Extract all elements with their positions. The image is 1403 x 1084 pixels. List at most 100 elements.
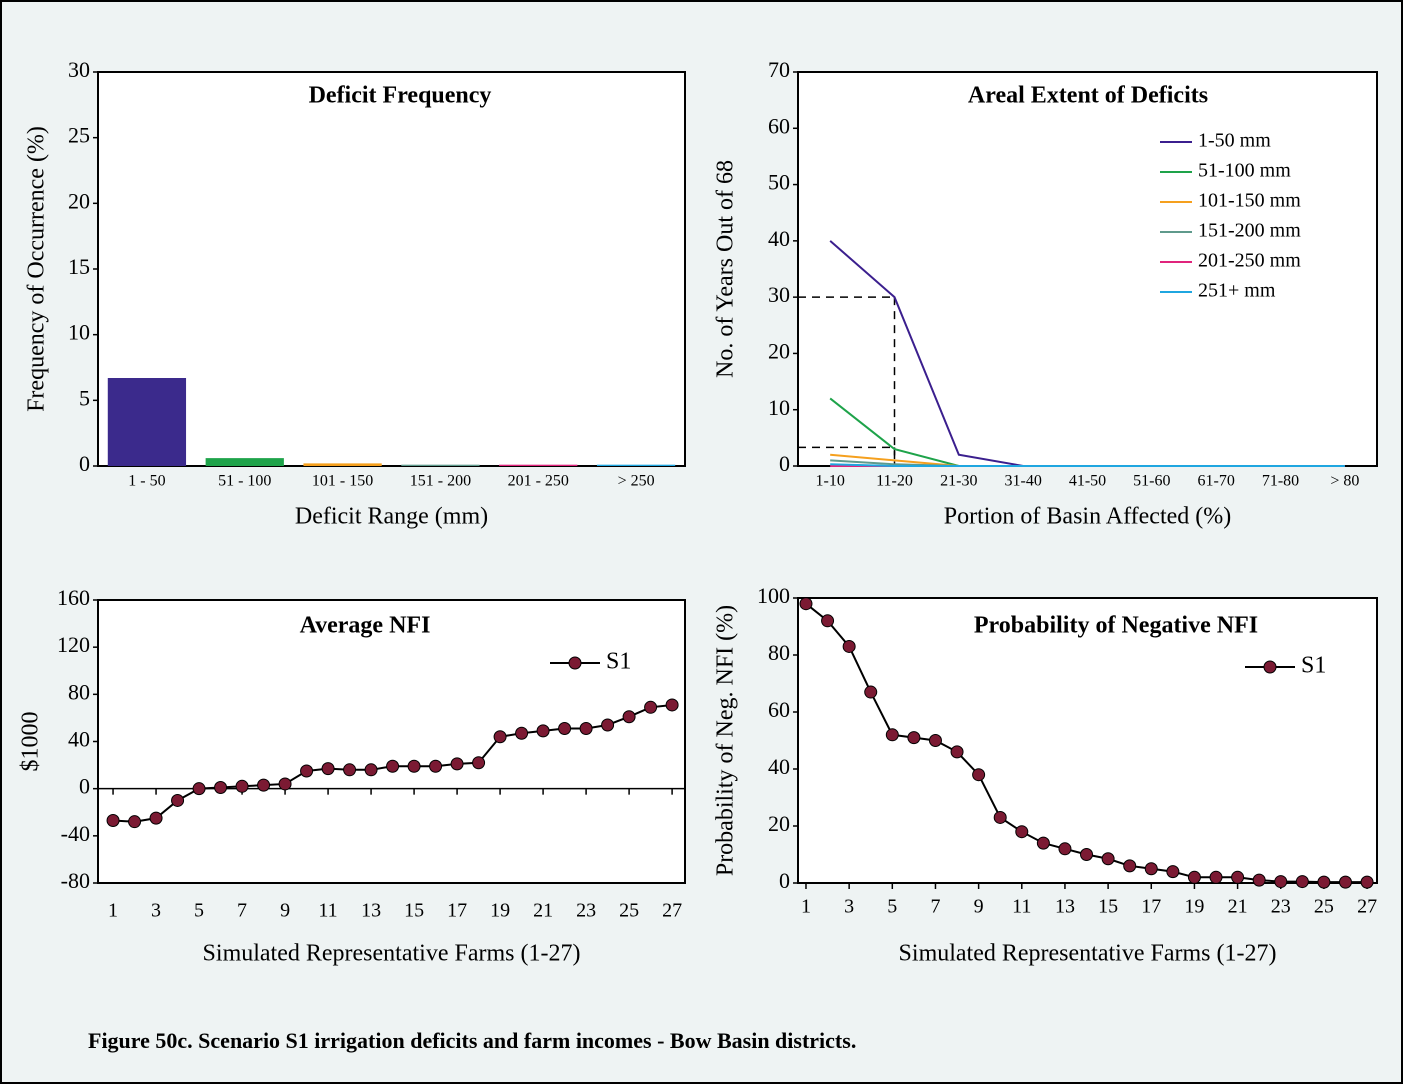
marker	[1295, 875, 1309, 889]
marker	[1274, 875, 1288, 889]
legend-label: 201-250 mm	[1198, 250, 1301, 272]
x-tick-label: > 250	[618, 473, 655, 490]
bar	[107, 378, 187, 466]
x-axis-label: Deficit Range (mm)	[295, 504, 488, 530]
y-axis-label: $1000	[18, 712, 44, 772]
y-tick-label: 5	[79, 385, 90, 410]
marker	[300, 764, 314, 778]
marker	[472, 756, 486, 770]
x-tick-label: 151 - 200	[410, 473, 471, 490]
legend-label: 151-200 mm	[1198, 220, 1301, 242]
x-tick-label: 11	[1012, 896, 1031, 918]
x-tick-label: 17	[1141, 896, 1161, 918]
x-tick-label: 23	[1271, 896, 1291, 918]
legend-label: 1-50 mm	[1198, 130, 1271, 152]
y-axis-label: Frequency of Occurrence (%)	[24, 126, 50, 412]
x-axis-label: Simulated Representative Farms (1-27)	[899, 941, 1277, 967]
x-tick-label: 5	[887, 896, 897, 918]
marker	[799, 597, 813, 611]
marker	[644, 700, 658, 714]
y-tick-label: 80	[768, 640, 790, 665]
x-tick-label: 9	[974, 896, 984, 918]
plot-area	[97, 599, 686, 884]
marker	[364, 763, 378, 777]
bar	[596, 464, 676, 466]
x-tick-label: 51-60	[1133, 473, 1170, 490]
y-tick-label: 60	[768, 697, 790, 722]
x-tick-label: 15	[1098, 896, 1118, 918]
marker	[1015, 825, 1029, 839]
x-tick-label: 21-30	[940, 473, 977, 490]
x-tick-label: 19	[1184, 896, 1204, 918]
x-tick-label: 11-20	[876, 473, 913, 490]
marker	[192, 782, 206, 796]
x-tick-label: 1-10	[816, 473, 845, 490]
y-tick-label: -80	[61, 868, 90, 893]
x-tick-label: 3	[151, 900, 161, 922]
chart-title: Average NFI	[300, 613, 431, 639]
legend-marker	[1263, 660, 1277, 674]
x-tick-label: 1	[801, 896, 811, 918]
legend-label: 51-100 mm	[1198, 160, 1291, 182]
marker	[536, 724, 550, 738]
marker	[257, 778, 271, 792]
marker	[579, 722, 593, 736]
marker	[1360, 875, 1374, 889]
y-tick-label: 80	[68, 679, 90, 704]
y-tick-label: 0	[79, 774, 90, 799]
x-tick-label: 51 - 100	[218, 473, 271, 490]
caption: Figure 50c. Scenario S1 irrigation defic…	[88, 1028, 856, 1053]
y-tick-label: 25	[68, 123, 90, 148]
y-axis-label: No. of Years Out of 68	[713, 160, 739, 378]
marker	[171, 793, 185, 807]
marker	[343, 763, 357, 777]
x-tick-label: 13	[361, 900, 381, 922]
marker	[1231, 870, 1245, 884]
x-tick-label: 1 - 50	[128, 473, 165, 490]
chart-title: Deficit Frequency	[309, 83, 492, 109]
x-tick-label: 21	[533, 900, 553, 922]
y-tick-label: 40	[68, 727, 90, 752]
legend-marker	[568, 656, 582, 670]
y-tick-label: 40	[768, 226, 790, 251]
x-tick-label: 201 - 250	[508, 473, 569, 490]
x-axis-label: Simulated Representative Farms (1-27)	[203, 941, 581, 967]
marker	[450, 757, 464, 771]
bar	[303, 463, 382, 466]
x-tick-label: 7	[237, 900, 247, 922]
bar	[401, 464, 480, 466]
x-tick-label: 27	[662, 900, 682, 922]
y-tick-label: -40	[61, 821, 90, 846]
marker	[493, 730, 507, 744]
y-tick-label: 120	[57, 632, 90, 657]
x-tick-label: 71-80	[1262, 473, 1299, 490]
marker	[907, 731, 921, 745]
series-line	[830, 463, 1345, 467]
marker	[1317, 875, 1331, 889]
y-tick-label: 0	[779, 451, 790, 476]
chart-title: Probability of Negative NFI	[974, 613, 1258, 639]
y-tick-label: 160	[57, 585, 90, 610]
x-tick-label: 7	[930, 896, 940, 918]
y-tick-label: 0	[79, 451, 90, 476]
y-tick-label: 40	[768, 754, 790, 779]
x-tick-label: 15	[404, 900, 424, 922]
y-tick-label: 70	[768, 57, 790, 82]
x-tick-label: 25	[619, 900, 639, 922]
x-tick-label: 21	[1228, 896, 1248, 918]
marker	[842, 639, 856, 653]
y-axis-label: Probability of Neg. NFI (%)	[713, 605, 739, 876]
x-tick-label: 27	[1357, 896, 1377, 918]
marker	[278, 777, 292, 791]
marker	[1209, 870, 1223, 884]
marker	[558, 722, 572, 736]
x-tick-label: > 80	[1330, 473, 1359, 490]
marker	[928, 734, 942, 747]
x-tick-label: 17	[447, 900, 467, 922]
y-tick-label: 20	[768, 338, 790, 363]
marker	[1144, 862, 1158, 876]
y-tick-label: 60	[768, 113, 790, 138]
marker	[106, 814, 120, 828]
marker	[214, 780, 228, 794]
